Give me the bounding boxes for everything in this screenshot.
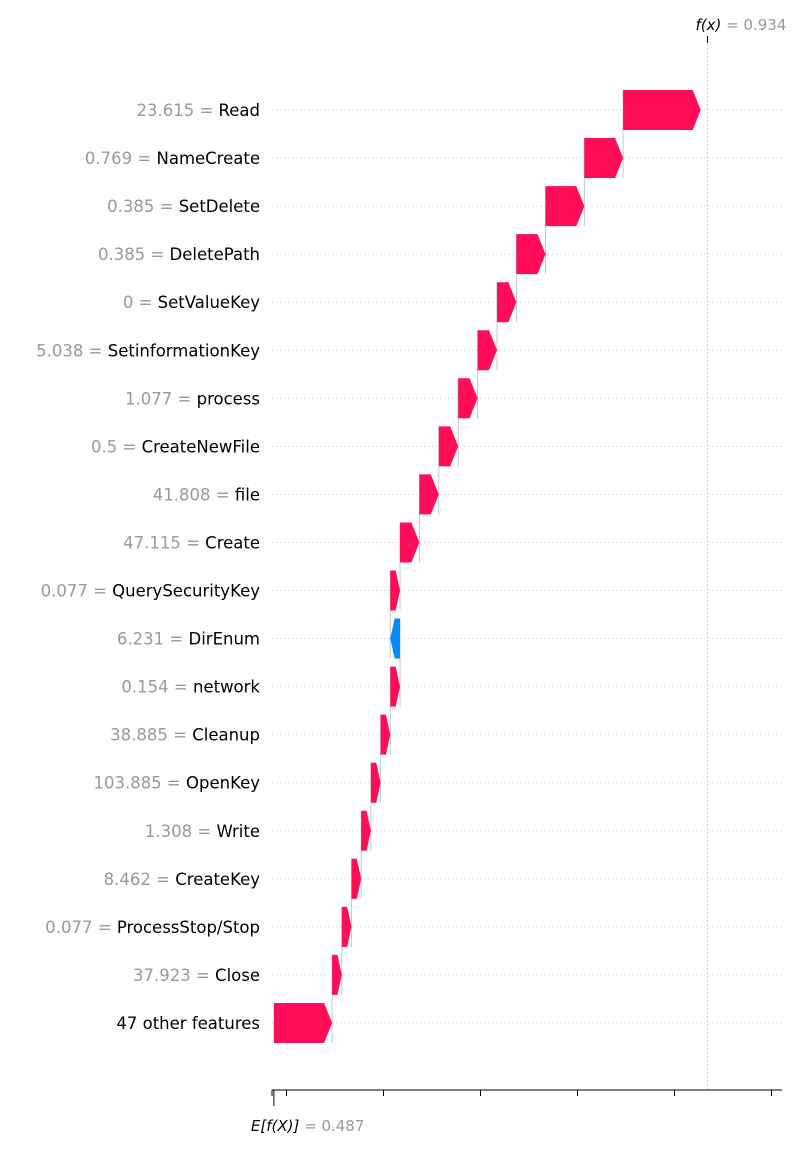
bar-openkey <box>370 762 381 803</box>
feature-label: 0.077 = QuerySecurityKey <box>41 582 261 601</box>
bar-deletepath <box>516 234 546 275</box>
feature-label: 0.769 = NameCreate <box>85 149 260 168</box>
bar-read <box>623 90 701 130</box>
feature-label: 6.231 = DirEnum <box>117 630 260 649</box>
feature-label: 1.308 = Write <box>145 822 260 841</box>
bar-setvaluekey <box>496 282 517 323</box>
bar-direnum <box>390 618 400 659</box>
bar-47-other-features <box>273 1002 333 1043</box>
bar-close <box>332 954 342 995</box>
feature-label: 0.385 = SetDelete <box>107 197 260 216</box>
bar-namecreate <box>584 138 624 179</box>
feature-label: 0.385 = DeletePath <box>98 245 260 264</box>
final-value-label: f(x) = 0.934 <box>695 16 786 34</box>
bar-create <box>399 522 420 563</box>
feature-label: 47 other features <box>116 1014 260 1033</box>
bar-processstop-stop <box>341 906 352 947</box>
feature-label: 47.115 = Create <box>123 533 260 552</box>
feature-label: 41.808 = file <box>153 485 260 504</box>
bar-querysecuritykey <box>390 570 400 611</box>
bar-cleanup <box>380 714 391 755</box>
feature-label: 0.5 = CreateNewFile <box>91 437 260 456</box>
bar-setdelete <box>545 186 585 227</box>
bar-process <box>458 378 478 419</box>
bar-file <box>419 474 439 515</box>
feature-label: 5.038 = SetinformationKey <box>36 341 260 360</box>
feature-label: 1.077 = process <box>125 389 260 408</box>
feature-label: 38.885 = Cleanup <box>110 726 260 745</box>
bar-network <box>390 666 400 707</box>
bar-write <box>361 810 371 851</box>
base-value-label: E[f(X)] = 0.487 <box>251 1117 365 1135</box>
feature-label: 0.077 = ProcessStop/Stop <box>45 918 260 937</box>
feature-label: 103.885 = OpenKey <box>93 774 260 793</box>
feature-label: 8.462 = CreateKey <box>104 870 261 889</box>
bar-createnewfile <box>438 426 459 467</box>
feature-label: 23.615 = Read <box>136 101 260 120</box>
bar-setinformationkey <box>477 330 497 371</box>
feature-label: 0 = SetValueKey <box>123 293 260 312</box>
feature-label: 0.154 = network <box>121 678 260 697</box>
feature-label: 37.923 = Close <box>133 966 260 985</box>
bar-createkey <box>351 858 362 899</box>
